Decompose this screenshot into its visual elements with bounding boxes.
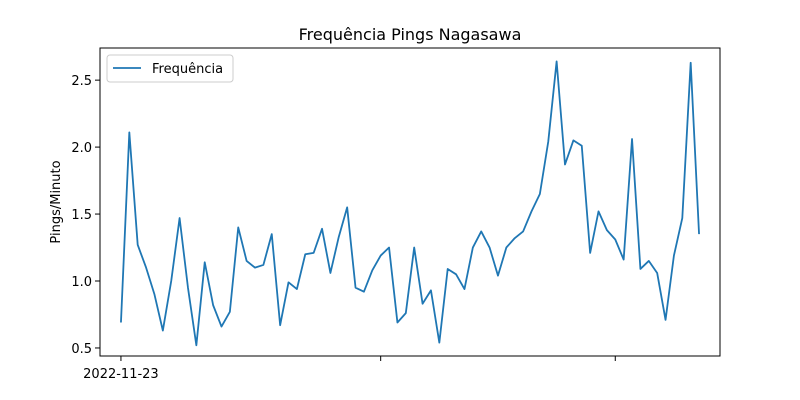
legend-label: Frequência	[152, 62, 223, 77]
legend: Frequência	[106, 54, 234, 83]
y-tick-label: 2.0	[71, 141, 92, 156]
chart-title: Frequência Pings Nagasawa	[299, 25, 522, 44]
plot-area: 0.5 1.0 1.5 2.0 2.5 2022-11-23	[71, 47, 721, 382]
legend-box	[106, 54, 234, 83]
y-axis: 0.5 1.0 1.5 2.0 2.5	[71, 74, 100, 357]
x-axis: 2022-11-23	[83, 356, 616, 382]
series-line-frequencia	[120, 60, 700, 347]
y-tick-label: 0.5	[71, 342, 92, 357]
y-tick-label: 1.5	[71, 208, 92, 223]
y-tick-label: 1.0	[71, 275, 92, 290]
y-axis-label: Pings/Minuto	[49, 160, 64, 243]
plot-frame	[99, 47, 721, 357]
x-tick-label: 2022-11-23	[83, 367, 159, 382]
y-tick-label: 2.5	[71, 74, 92, 89]
